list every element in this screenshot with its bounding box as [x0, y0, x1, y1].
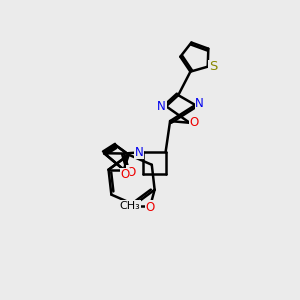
- Text: N: N: [157, 100, 166, 113]
- Text: O: O: [146, 201, 155, 214]
- Text: S: S: [209, 60, 217, 73]
- Text: O: O: [121, 168, 130, 181]
- Text: CH₃: CH₃: [119, 201, 140, 211]
- Text: N: N: [134, 146, 143, 159]
- Text: O: O: [126, 166, 136, 179]
- Text: O: O: [190, 116, 199, 129]
- Text: N: N: [195, 97, 204, 110]
